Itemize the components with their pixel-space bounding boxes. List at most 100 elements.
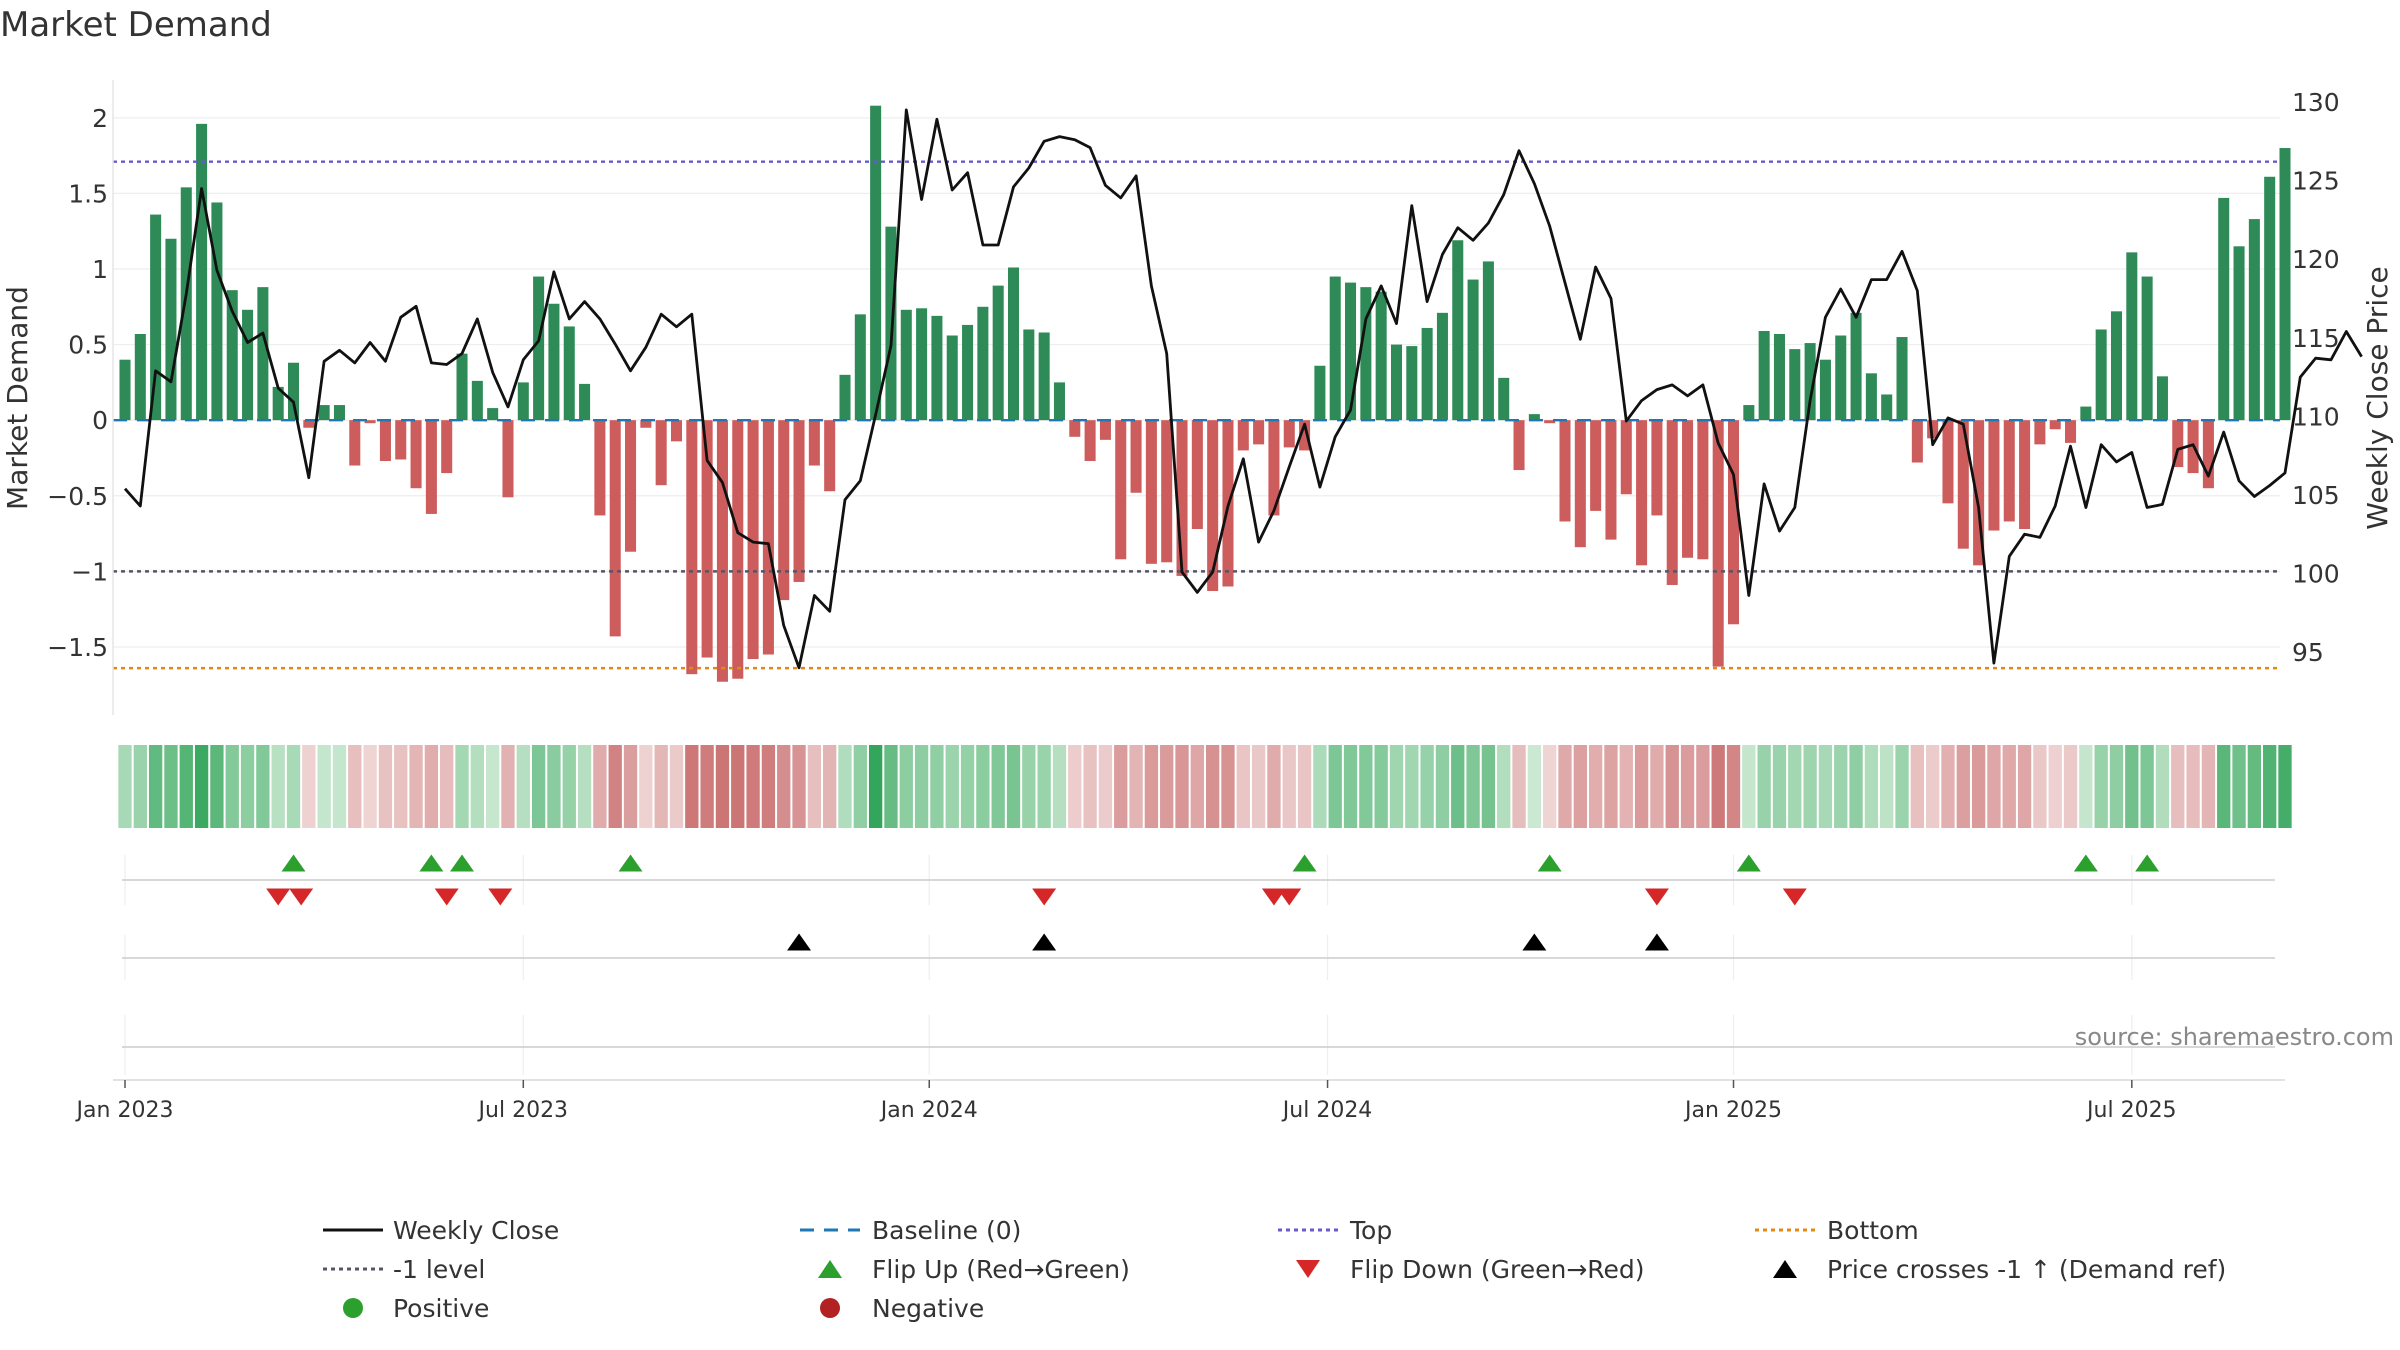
heat-cell-negative (2002, 745, 2016, 828)
legend-positive-label: Positive (393, 1294, 489, 1323)
x-axis-ticks: Jan 2023 Jul 2023 Jan 2024 Jul 2024 Jan 2025… (75, 1080, 2177, 1123)
heat-cell-negative (593, 745, 607, 828)
heat-cell-negative (394, 745, 408, 828)
bar-positive (2126, 252, 2138, 421)
flip-up-marker (419, 854, 444, 872)
heat-cell-positive (838, 745, 852, 828)
heat-cell-positive (148, 745, 163, 828)
bar-negative (778, 420, 790, 601)
heat-cell-negative (348, 745, 362, 828)
x-tick-label: Jul 2023 (477, 1098, 569, 1123)
heat-cell-positive (914, 745, 929, 828)
heat-cell-positive (455, 745, 469, 828)
heat-cell-negative (1604, 745, 1618, 828)
bar-positive (1406, 346, 1418, 421)
heat-cell-negative (1987, 745, 2001, 828)
bar-negative (1727, 420, 1740, 625)
heat-cell-positive (194, 745, 209, 828)
heat-cell-negative (1190, 745, 1204, 828)
y-tick-label: 2 (92, 104, 108, 133)
y-tick-label: −1 (71, 557, 108, 586)
weekly-close-line (123, 108, 2363, 670)
heat-cell-positive (868, 745, 883, 828)
bar-positive (992, 285, 1004, 421)
heat-cell-positive (164, 745, 178, 828)
flip-up-marker (450, 854, 475, 872)
heat-cell-positive (516, 745, 530, 828)
legend-positive-marker (343, 1298, 363, 1318)
heat-cell-negative (1588, 745, 1603, 828)
heat-cell-positive (1527, 745, 1542, 828)
heat-cell-positive (1864, 745, 1879, 828)
y2-tick-label: 130 (2292, 88, 2340, 117)
bar-positive (471, 380, 483, 421)
bar-positive (977, 306, 989, 421)
bar-positive (1467, 279, 1479, 421)
heat-cell-positive (2155, 745, 2170, 828)
bar-negative (701, 420, 713, 658)
heat-cell-negative (1083, 745, 1097, 828)
flip-up-marker (1537, 854, 1562, 872)
price-cross-panel (122, 933, 2275, 980)
heat-cell-negative (1543, 745, 1557, 828)
bar-positive (196, 123, 208, 421)
bar-positive (563, 326, 575, 421)
heat-cell-negative (1251, 745, 1266, 828)
heat-cell-positive (1359, 745, 1373, 828)
y2-axis-ticks: 130 125 120 115 110 105 100 95 (2292, 88, 2340, 667)
flip-up-marker (2135, 854, 2160, 872)
bar-negative (655, 420, 667, 486)
heat-cell-positive (1037, 745, 1051, 828)
legend-flip-up-marker (818, 1260, 842, 1278)
heat-cell-negative (2186, 745, 2200, 828)
heat-cell-positive (547, 745, 561, 828)
bar-positive (211, 202, 223, 421)
heat-cell-negative (608, 745, 622, 828)
bar-positive (885, 226, 897, 421)
bar-positive (839, 374, 851, 421)
bar-positive (487, 408, 499, 421)
y-tick-label: 1.5 (68, 179, 108, 208)
bar-positive (2264, 176, 2276, 421)
flip-down-marker (1261, 888, 1286, 906)
heat-cell-positive (562, 745, 576, 828)
price-cross-marker (1032, 933, 1057, 951)
heat-cell-negative (715, 745, 730, 828)
bar-positive (1038, 332, 1050, 421)
heat-cell-negative (440, 745, 454, 828)
bar-negative (1268, 420, 1280, 516)
bar-positive (1773, 334, 1785, 421)
bar-negative (303, 420, 315, 428)
bar-positive (1023, 329, 1035, 421)
bar-negative (1957, 420, 1969, 549)
heat-cell-negative (1726, 745, 1741, 828)
bar-negative (1942, 420, 1954, 504)
heat-cell-positive (531, 745, 546, 828)
heat-cell-negative (639, 745, 653, 828)
bar-positive (1804, 343, 1816, 421)
heat-cell-positive (2247, 745, 2262, 828)
heat-cell-negative (2048, 745, 2062, 828)
legend-minus-one: -1 level (323, 1255, 485, 1284)
heat-cell-negative (1926, 745, 1940, 828)
heat-cell-positive (1313, 745, 1327, 828)
bar-negative (1559, 420, 1571, 522)
heat-cell-positive (1389, 745, 1404, 828)
bar-negative (425, 420, 437, 514)
heat-cell-negative (1068, 745, 1082, 828)
heat-cell-negative (1098, 745, 1113, 828)
heat-cell-negative (1114, 745, 1128, 828)
bar-positive (1758, 330, 1770, 421)
legend-weekly-close: Weekly Close (323, 1216, 559, 1245)
heat-cell-negative (1267, 745, 1281, 828)
legend-price-cross-label: Price crosses -1 ↑ (Demand ref) (1827, 1255, 2226, 1284)
flip-down-marker (488, 888, 513, 906)
heat-cell-negative (1680, 745, 1695, 828)
heat-cell-negative (1236, 745, 1250, 828)
heat-cell-negative (669, 745, 684, 828)
bar-negative (609, 420, 621, 637)
flip-down-marker (289, 888, 314, 906)
heat-cell-positive (930, 745, 944, 828)
bar-negative (1145, 420, 1157, 564)
heat-cell-positive (884, 745, 898, 828)
